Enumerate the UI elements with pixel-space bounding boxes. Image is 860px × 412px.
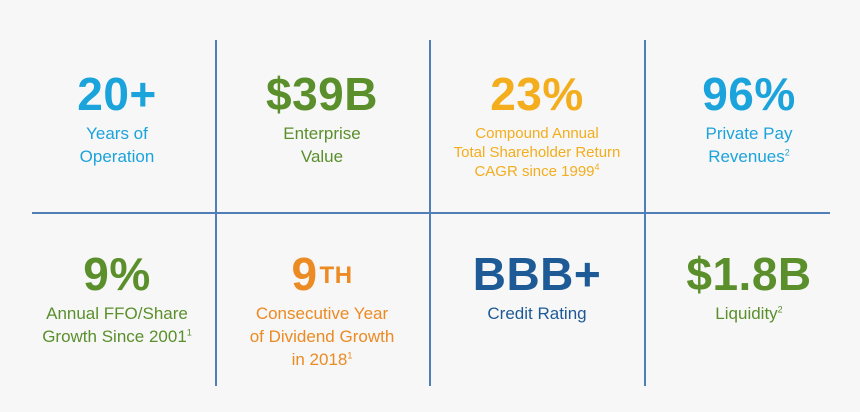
stat-value: BBB+: [472, 248, 602, 300]
ordinal-suffix: TH: [319, 262, 353, 289]
stat-label: Compound Annual Total Shareholder Return…: [453, 125, 621, 180]
footnote-marker: 2: [777, 304, 783, 315]
stat-label: Annual FFO/Share Growth Since 20011: [42, 304, 192, 346]
footnote-marker: 1: [186, 327, 192, 338]
stat-value: 23%: [490, 68, 584, 120]
stat-private-pay-revenues: 96% Private Pay Revenues2: [642, 70, 856, 168]
stat-label: Enterprise Value: [283, 124, 361, 166]
stat-value: 20+: [77, 68, 157, 120]
stat-liquidity: $1.8B Liquidity2: [642, 250, 856, 325]
stat-value: $1.8B: [686, 248, 812, 300]
stat-value: $39B: [266, 68, 378, 120]
stat-label: Consecutive Year of Dividend Growth in 2…: [249, 304, 395, 369]
stat-value: 9%: [83, 248, 151, 300]
stat-ffo-growth: 9% Annual FFO/Share Growth Since 20011: [10, 250, 224, 348]
stat-label: Liquidity2: [715, 304, 783, 323]
stat-label: Credit Rating: [487, 304, 587, 323]
footnote-marker: 1: [347, 350, 353, 361]
footnote-marker: 2: [784, 147, 790, 158]
stat-label: Private Pay Revenues2: [705, 124, 793, 166]
stat-shareholder-return: 23% Compound Annual Total Shareholder Re…: [430, 70, 644, 181]
stat-label: Years of Operation: [79, 124, 155, 166]
stat-value: 9TH: [291, 248, 353, 300]
stat-years-of-operation: 20+ Years of Operation: [10, 70, 224, 168]
footnote-marker: 4: [594, 162, 600, 172]
stat-value: 96%: [702, 68, 796, 120]
divider-horizontal: [32, 212, 830, 214]
stat-enterprise-value: $39B Enterprise Value: [215, 70, 429, 168]
stat-credit-rating: BBB+ Credit Rating: [430, 250, 644, 325]
stat-dividend-growth: 9TH Consecutive Year of Dividend Growth …: [215, 250, 429, 371]
